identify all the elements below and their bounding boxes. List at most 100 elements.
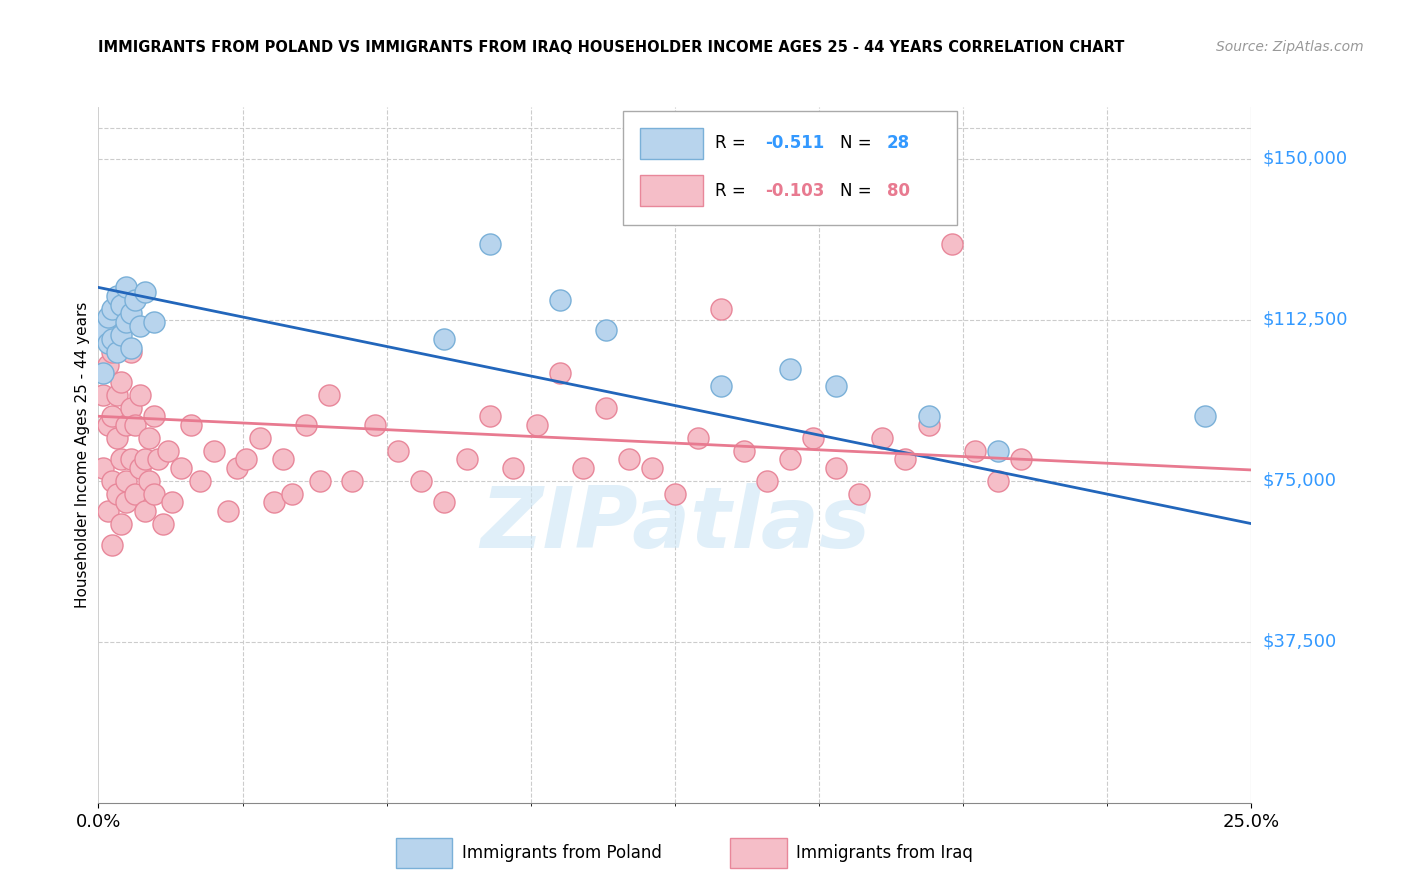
Point — [595, 323, 617, 337]
Point — [526, 417, 548, 432]
Point — [105, 388, 128, 402]
Text: $150,000: $150,000 — [1263, 150, 1347, 168]
Point — [110, 323, 132, 337]
Text: $37,500: $37,500 — [1263, 632, 1337, 651]
Point — [263, 495, 285, 509]
Point — [110, 297, 132, 311]
Point — [120, 452, 142, 467]
Point — [91, 367, 114, 381]
Point — [101, 344, 124, 359]
Point — [115, 417, 138, 432]
FancyBboxPatch shape — [640, 175, 703, 206]
Point — [456, 452, 478, 467]
Point — [134, 452, 156, 467]
Point — [987, 474, 1010, 488]
Point — [101, 538, 124, 552]
Point — [225, 460, 247, 475]
Point — [271, 452, 294, 467]
Point — [152, 516, 174, 531]
Point — [138, 431, 160, 445]
Point — [571, 460, 593, 475]
Point — [308, 474, 330, 488]
Point — [105, 289, 128, 303]
Point — [202, 443, 225, 458]
Y-axis label: Householder Income Ages 25 - 44 years: Householder Income Ages 25 - 44 years — [75, 301, 90, 608]
Point — [110, 327, 132, 342]
Text: Source: ZipAtlas.com: Source: ZipAtlas.com — [1216, 40, 1364, 54]
Point — [217, 504, 239, 518]
Point — [105, 431, 128, 445]
Point — [987, 443, 1010, 458]
Point — [710, 379, 733, 393]
Point — [142, 315, 165, 329]
Point — [120, 341, 142, 355]
Point — [105, 344, 128, 359]
Point — [120, 344, 142, 359]
Point — [142, 486, 165, 500]
Point — [917, 409, 939, 424]
Point — [479, 237, 502, 252]
Point — [91, 388, 114, 402]
Point — [120, 306, 142, 320]
FancyBboxPatch shape — [730, 838, 787, 868]
Point — [115, 315, 138, 329]
Point — [91, 323, 114, 337]
Point — [115, 474, 138, 488]
Text: $75,000: $75,000 — [1263, 472, 1337, 490]
Point — [105, 486, 128, 500]
Point — [129, 388, 152, 402]
Point — [894, 452, 917, 467]
Point — [180, 417, 202, 432]
Point — [101, 301, 124, 316]
Point — [115, 280, 138, 294]
Point — [124, 486, 146, 500]
Point — [249, 431, 271, 445]
Point — [124, 417, 146, 432]
Text: -0.511: -0.511 — [765, 134, 824, 153]
Point — [387, 443, 409, 458]
Point — [872, 431, 894, 445]
Point — [134, 504, 156, 518]
FancyBboxPatch shape — [623, 111, 957, 226]
Point — [1010, 452, 1032, 467]
Point — [733, 443, 755, 458]
Point — [340, 474, 363, 488]
Point — [134, 285, 156, 299]
Point — [825, 379, 848, 393]
Point — [156, 443, 179, 458]
Point — [124, 293, 146, 308]
Text: -0.103: -0.103 — [765, 182, 824, 200]
Point — [433, 332, 456, 346]
Point — [595, 401, 617, 415]
Point — [801, 431, 824, 445]
Point — [641, 460, 664, 475]
Point — [129, 460, 152, 475]
Point — [101, 474, 124, 488]
Point — [1194, 409, 1216, 424]
Text: Immigrants from Iraq: Immigrants from Iraq — [796, 844, 973, 862]
Point — [110, 375, 132, 389]
Point — [917, 417, 939, 432]
FancyBboxPatch shape — [396, 838, 453, 868]
Point — [115, 495, 138, 509]
Text: 28: 28 — [887, 134, 910, 153]
Point — [548, 293, 571, 308]
Point — [825, 460, 848, 475]
Point — [411, 474, 433, 488]
Point — [148, 452, 170, 467]
Point — [142, 409, 165, 424]
Point — [281, 486, 304, 500]
Point — [97, 310, 120, 325]
Point — [97, 417, 120, 432]
Text: N =: N = — [839, 182, 876, 200]
Point — [110, 516, 132, 531]
Point — [101, 332, 124, 346]
Point — [941, 237, 963, 252]
Point — [318, 388, 340, 402]
Text: R =: R = — [716, 134, 751, 153]
Point — [664, 486, 686, 500]
FancyBboxPatch shape — [640, 128, 703, 159]
Text: N =: N = — [839, 134, 876, 153]
Point — [433, 495, 456, 509]
Point — [479, 409, 502, 424]
